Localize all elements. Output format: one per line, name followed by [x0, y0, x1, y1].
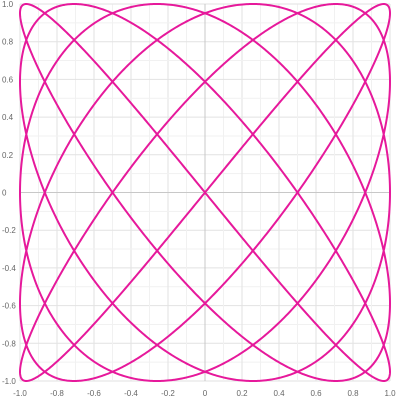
- series-line: [19, 3, 391, 382]
- y-tick-label: 0.6: [2, 75, 14, 84]
- x-tick-label: 0.2: [236, 389, 248, 398]
- y-tick-label: 0: [2, 189, 7, 198]
- x-tick-label: 0.4: [273, 389, 285, 398]
- y-tick-label: 1.0: [2, 0, 14, 9]
- x-tick-label: -0.4: [124, 389, 138, 398]
- series-layer: [19, 3, 391, 382]
- x-tick-label: 0.8: [347, 389, 359, 398]
- y-tick-label: 0.8: [2, 38, 14, 47]
- x-tick-label: 0.6: [310, 389, 322, 398]
- y-tick-label: -1.0: [2, 377, 16, 386]
- y-tick-label: -0.4: [2, 264, 16, 273]
- y-tick-label: -0.6: [2, 302, 16, 311]
- x-tick-label: -0.2: [161, 389, 175, 398]
- x-tick-label: 0: [203, 389, 208, 398]
- y-tick-label: -0.8: [2, 339, 16, 348]
- x-tick-label: -0.8: [50, 389, 64, 398]
- x-tick-label: 1.0: [384, 389, 396, 398]
- y-tick-label: -0.2: [2, 226, 16, 235]
- x-tick-label: -1.0: [13, 389, 27, 398]
- y-tick-label: 0.2: [2, 151, 14, 160]
- x-tick-label: -0.6: [87, 389, 101, 398]
- y-tick-label: 0.4: [2, 113, 14, 122]
- y-axis-ticks: -1.0 -0.8 -0.6 -0.4 -0.2 0 0.2 0.4 0.6 0.8 1.0: [2, 0, 16, 386]
- x-axis-ticks: -1.0 -0.8 -0.6 -0.4 -0.2 0 0.2 0.4 0.6 0.8 1.0: [13, 389, 396, 398]
